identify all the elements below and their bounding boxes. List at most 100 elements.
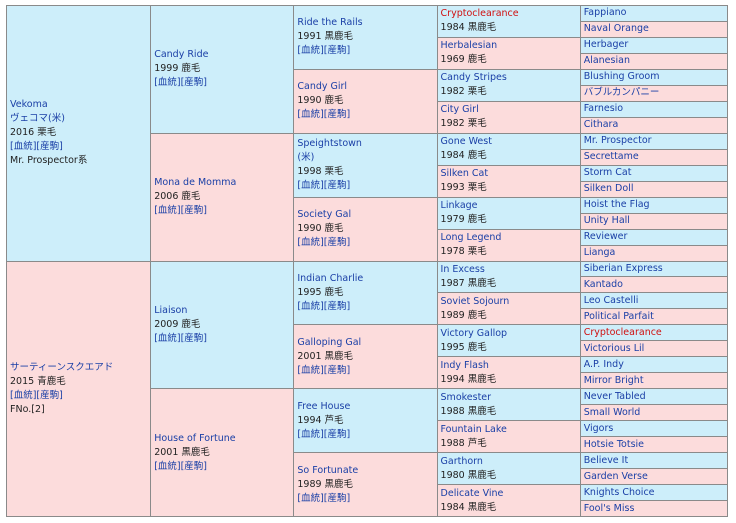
gen5-name[interactable]: Fappiano xyxy=(583,7,627,19)
sire-link[interactable]: [血統][産駒] xyxy=(10,141,63,153)
sd-name[interactable]: Mona de Momma xyxy=(154,177,237,189)
gen4-cell: Indy Flash 1994 黒鹿毛 xyxy=(436,356,581,390)
sd-link[interactable]: [血統][産駒] xyxy=(154,205,208,217)
gen5-name[interactable]: Cithara xyxy=(583,119,619,131)
gen5-name[interactable]: Leo Castelli xyxy=(583,294,639,306)
dss-name[interactable]: Indian Charlie xyxy=(297,272,364,284)
gen5-name[interactable]: Herbager xyxy=(583,39,629,51)
gen5-name[interactable]: Mirror Bright xyxy=(583,374,644,386)
dd-name[interactable]: House of Fortune xyxy=(154,432,236,444)
ds-info: 2009 鹿毛 xyxy=(154,318,201,330)
sdd-info: 1990 鹿毛 xyxy=(297,223,344,235)
gen5-name[interactable]: Political Parfait xyxy=(583,310,654,322)
gen4-name[interactable]: Smokester xyxy=(440,391,492,403)
ddd-link[interactable]: [血統][産駒] xyxy=(297,492,351,504)
ds-name[interactable]: Liaison xyxy=(154,304,188,316)
gen4-name[interactable]: City Girl xyxy=(440,104,479,116)
gen5-name[interactable]: Silken Doll xyxy=(583,183,634,195)
dam-name[interactable]: サーティーンスクエアド xyxy=(10,361,114,373)
sdd-name[interactable]: Society Gal xyxy=(297,209,352,221)
gen4-name[interactable]: Herbalesian xyxy=(440,40,498,52)
gen5-cell: Lianga xyxy=(579,244,729,262)
sd-cell: Mona de Momma 2006 鹿毛 [血統][産駒] xyxy=(150,132,295,262)
gen4-name[interactable]: Silken Cat xyxy=(440,168,489,180)
gen5-name[interactable]: Reviewer xyxy=(583,231,628,243)
gen4-info: 1982 栗毛 xyxy=(440,86,487,98)
sire-name-en[interactable]: Vekoma xyxy=(10,99,48,111)
ssd-name[interactable]: Candy Girl xyxy=(297,81,348,93)
dds-name[interactable]: Free House xyxy=(297,400,351,412)
gen5-cell: Hotsie Totsie xyxy=(579,436,729,454)
gen5-name[interactable]: A.P. Indy xyxy=(583,358,624,370)
gen5-name[interactable]: Siberian Express xyxy=(583,262,663,274)
gen5-cell: Small World xyxy=(579,404,729,422)
gen5-name[interactable]: バブルカンパニー xyxy=(583,87,660,99)
gen4-info: 1979 鹿毛 xyxy=(440,214,487,226)
gen5-name[interactable]: Hoist the Flag xyxy=(583,199,650,211)
sire-name-ja[interactable]: ヴェコマ(米) xyxy=(10,113,65,125)
sss-name[interactable]: Ride the Rails xyxy=(297,17,363,29)
dam-info: 2015 青鹿毛 xyxy=(10,375,66,387)
dsd-name[interactable]: Galloping Gal xyxy=(297,336,362,348)
gen5-name[interactable]: Cryptoclearance xyxy=(583,326,662,338)
gen5-name[interactable]: Garden Verse xyxy=(583,470,648,482)
gen5-name[interactable]: Knights Choice xyxy=(583,486,655,498)
gen5-name[interactable]: Victorious Lil xyxy=(583,342,645,354)
dam-link[interactable]: [血統][産駒] xyxy=(10,389,63,401)
gen4-cell: Fountain Lake 1988 芦毛 xyxy=(436,420,581,454)
gen5-name[interactable]: Alanesian xyxy=(583,55,630,67)
gen5-name[interactable]: Unity Hall xyxy=(583,215,630,227)
dds-link[interactable]: [血統][産駒] xyxy=(297,428,351,440)
gen4-name[interactable]: Garthorn xyxy=(440,455,483,467)
gen4-info: 1993 栗毛 xyxy=(440,182,487,194)
dss-link[interactable]: [血統][産駒] xyxy=(297,300,351,312)
dsd-link[interactable]: [血統][産駒] xyxy=(297,364,351,376)
gen4-name[interactable]: Linkage xyxy=(440,200,478,212)
gen4-cell: Victory Gallop 1995 鹿毛 xyxy=(436,324,581,358)
gen5-name[interactable]: Kantado xyxy=(583,278,623,290)
gen5-name[interactable]: Fool's Miss xyxy=(583,502,635,514)
gen5-cell: Farnesio xyxy=(579,100,729,118)
gen5-name[interactable]: Small World xyxy=(583,406,641,418)
sss-link[interactable]: [血統][産駒] xyxy=(297,45,351,57)
ss-name[interactable]: Candy Ride xyxy=(154,49,209,61)
dd-link[interactable]: [血統][産駒] xyxy=(154,460,208,472)
gen4-name[interactable]: Long Legend xyxy=(440,232,502,244)
gen5-cell: Blushing Groom xyxy=(579,68,729,86)
gen4-name[interactable]: Candy Stripes xyxy=(440,72,507,84)
gen5-name[interactable]: Believe It xyxy=(583,454,629,466)
gen4-name[interactable]: Soviet Sojourn xyxy=(440,295,510,307)
gen5-name[interactable]: Never Tabled xyxy=(583,390,646,402)
gen5-name[interactable]: Hotsie Totsie xyxy=(583,438,644,450)
gen4-cell: Candy Stripes 1982 栗毛 xyxy=(436,68,581,102)
pedigree-table: Vekoma ヴェコマ(米) 2016 栗毛 [血統][産駒] Mr. Pros… xyxy=(5,5,729,517)
gen4-info: 1989 鹿毛 xyxy=(440,309,487,321)
sds-name[interactable]: Speightstown xyxy=(297,138,362,150)
gen4-name[interactable]: Delicate Vine xyxy=(440,487,504,499)
sds-link[interactable]: [血統][産駒] xyxy=(297,180,351,192)
gen5-name[interactable]: Lianga xyxy=(583,247,616,259)
gen5-name[interactable]: Farnesio xyxy=(583,103,624,115)
gen4-name[interactable]: Cryptoclearance xyxy=(440,8,519,20)
sds-name-suffix[interactable]: (米) xyxy=(297,152,315,164)
gen5-name[interactable]: Secrettame xyxy=(583,151,639,163)
gen4-info: 1984 黒鹿毛 xyxy=(440,22,497,34)
ds-link[interactable]: [血統][産駒] xyxy=(154,332,208,344)
gen4-name[interactable]: Fountain Lake xyxy=(440,423,507,435)
dsd-cell: Galloping Gal 2001 黒鹿毛 [血統][産駒] xyxy=(293,324,438,390)
ssd-link[interactable]: [血統][産駒] xyxy=(297,109,351,121)
ss-link[interactable]: [血統][産駒] xyxy=(154,77,208,89)
ddd-name[interactable]: So Fortunate xyxy=(297,464,359,476)
gen4-name[interactable]: Indy Flash xyxy=(440,359,489,371)
sds-cell: Speightstown (米) 1998 栗毛 [血統][産駒] xyxy=(293,132,438,198)
sdd-link[interactable]: [血統][産駒] xyxy=(297,237,351,249)
gen5-name[interactable]: Vigors xyxy=(583,422,614,434)
gen4-name[interactable]: Gone West xyxy=(440,136,492,148)
gen5-name[interactable]: Mr. Prospector xyxy=(583,135,652,147)
gen5-name[interactable]: Storm Cat xyxy=(583,167,632,179)
gen4-name[interactable]: Victory Gallop xyxy=(440,327,508,339)
gen5-name[interactable]: Naval Orange xyxy=(583,23,649,35)
gen5-name[interactable]: Blushing Groom xyxy=(583,71,660,83)
gen4-cell: Garthorn 1980 黒鹿毛 xyxy=(436,452,581,486)
gen4-name[interactable]: In Excess xyxy=(440,263,485,275)
